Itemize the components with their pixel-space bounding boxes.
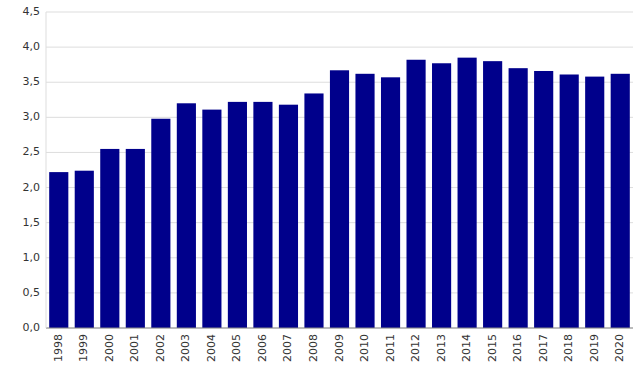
x-tick-label: 2012 bbox=[409, 334, 422, 362]
x-tick-label: 2000 bbox=[103, 334, 116, 362]
y-tick-label: 1,5 bbox=[23, 216, 41, 229]
bar bbox=[355, 74, 374, 328]
y-tick-label: 3,0 bbox=[23, 110, 41, 123]
bar bbox=[585, 77, 604, 328]
x-tick-label: 2007 bbox=[281, 334, 294, 362]
y-tick-label: 4,0 bbox=[23, 40, 41, 53]
bar bbox=[177, 103, 196, 328]
bar bbox=[253, 102, 272, 328]
grid-line bbox=[46, 328, 633, 329]
grid-line bbox=[46, 47, 633, 48]
x-tick-label: 2002 bbox=[154, 334, 167, 362]
bar bbox=[100, 149, 119, 328]
y-tick-label: 3,5 bbox=[23, 75, 41, 88]
y-tick-label: 4,5 bbox=[23, 5, 41, 18]
x-tick-label: 2019 bbox=[588, 334, 601, 362]
x-tick-label: 2006 bbox=[256, 334, 269, 362]
x-tick-label: 1999 bbox=[77, 334, 90, 362]
bar bbox=[381, 77, 400, 328]
bar bbox=[228, 102, 247, 328]
bar bbox=[279, 105, 298, 328]
bars bbox=[49, 58, 630, 328]
grid bbox=[46, 12, 633, 328]
bar bbox=[432, 63, 451, 328]
bar bbox=[406, 60, 425, 328]
bar bbox=[560, 74, 579, 328]
x-tick-label: 2014 bbox=[460, 334, 473, 362]
bar bbox=[330, 70, 349, 328]
x-tick-label: 2015 bbox=[486, 334, 499, 362]
x-tick-label: 2018 bbox=[562, 334, 575, 362]
x-tick-label: 2013 bbox=[435, 334, 448, 362]
bar bbox=[304, 93, 323, 328]
y-tick-label: 0,5 bbox=[23, 286, 41, 299]
chart: 0,0 0,5 1,0 1,5 2,0 2,5 3,0 3,5 4,0 4,5 1998 1999 20… bbox=[0, 0, 643, 378]
y-tick-label: 2,0 bbox=[23, 181, 41, 194]
x-tick-label: 2010 bbox=[358, 334, 371, 362]
x-tick-label: 2004 bbox=[205, 334, 218, 362]
x-tick-label: 2003 bbox=[179, 334, 192, 362]
x-tick-label: 2017 bbox=[537, 334, 550, 362]
bar bbox=[75, 171, 94, 328]
bar bbox=[202, 110, 221, 328]
bar bbox=[458, 58, 477, 328]
bar bbox=[49, 172, 68, 328]
bar bbox=[611, 74, 630, 328]
x-tick-label: 2001 bbox=[128, 334, 141, 362]
x-tick-label: 2016 bbox=[511, 334, 524, 362]
y-tick-label: 0,0 bbox=[23, 321, 41, 334]
x-tick-label: 1998 bbox=[52, 334, 65, 362]
x-tick-label: 2008 bbox=[307, 334, 320, 362]
y-axis bbox=[46, 12, 47, 328]
grid-line bbox=[46, 12, 633, 13]
bar bbox=[509, 68, 528, 328]
bar bbox=[151, 119, 170, 328]
x-tick-label: 2011 bbox=[384, 334, 397, 362]
x-tick-label: 2009 bbox=[333, 334, 346, 362]
y-tick-label: 2,5 bbox=[23, 145, 41, 158]
y-tick-label: 1,0 bbox=[23, 251, 41, 264]
x-tick-label: 2005 bbox=[230, 334, 243, 362]
x-axis bbox=[46, 328, 633, 329]
bar bbox=[534, 71, 553, 328]
x-tick-label: 2020 bbox=[613, 334, 626, 362]
bar bbox=[126, 149, 145, 328]
bar bbox=[483, 61, 502, 328]
